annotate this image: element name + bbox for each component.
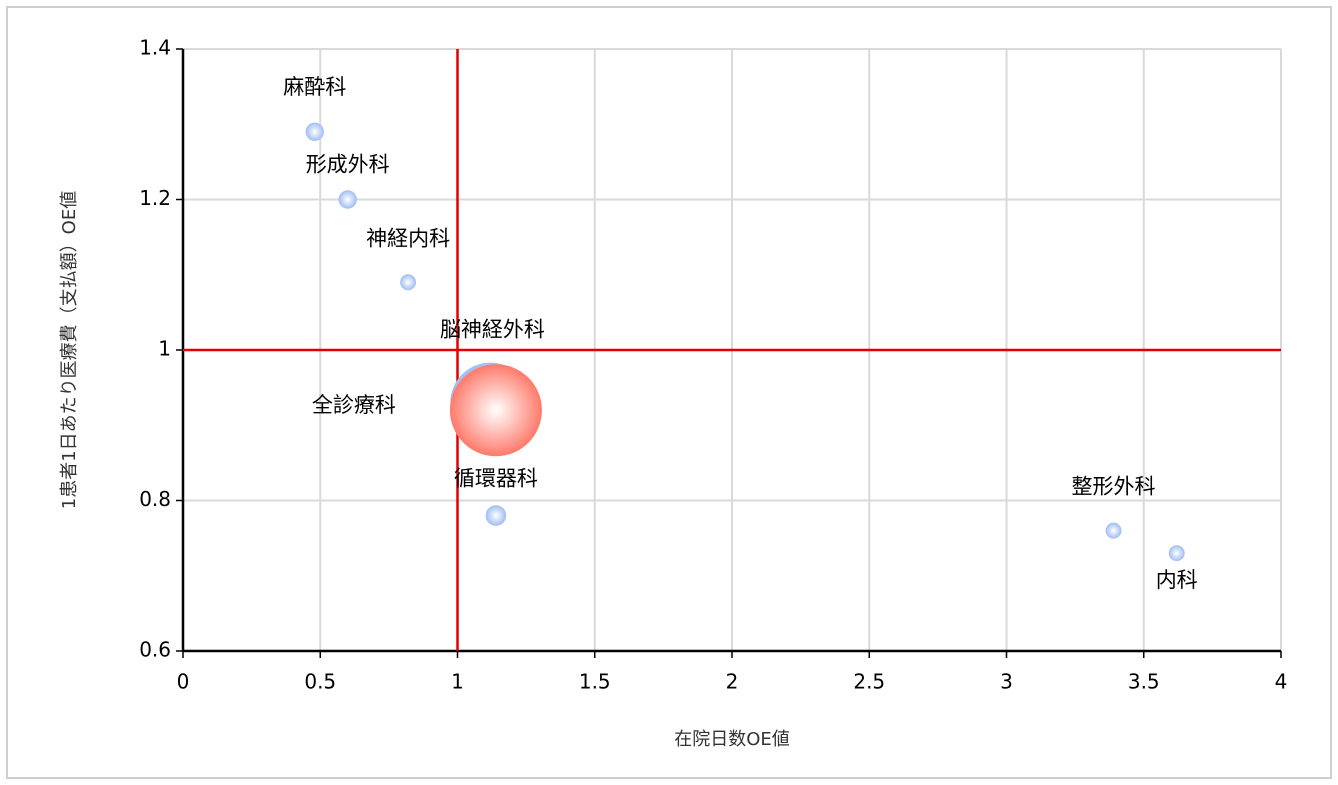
bubble bbox=[338, 190, 357, 209]
y-tick-label: 1.2 bbox=[139, 186, 171, 210]
bubble bbox=[305, 122, 324, 141]
x-tick-label: 1 bbox=[451, 670, 464, 694]
point-label: 神経内科 bbox=[366, 226, 450, 250]
bubble bbox=[485, 505, 507, 526]
x-tick-label: 4 bbox=[1275, 670, 1288, 694]
y-tick-label: 0.8 bbox=[139, 487, 171, 511]
x-tick-label: 3.5 bbox=[1128, 670, 1160, 694]
bubble bbox=[400, 274, 417, 291]
y-tick-label: 1 bbox=[158, 337, 171, 361]
point-label: 麻酔科 bbox=[283, 75, 346, 99]
x-tick-label: 2.5 bbox=[853, 670, 885, 694]
x-tick-label: 1.5 bbox=[579, 670, 611, 694]
point-label: 形成外科 bbox=[306, 153, 390, 177]
x-tick-label: 2 bbox=[726, 670, 739, 694]
point-label: 循環器科 bbox=[454, 467, 538, 491]
x-axis-title: 在院日数OE値 bbox=[674, 729, 790, 750]
point-label: 内科 bbox=[1156, 568, 1198, 592]
y-tick-label: 0.6 bbox=[139, 638, 171, 662]
y-tick-label: 1.4 bbox=[139, 36, 171, 60]
x-tick-label: 0.5 bbox=[304, 670, 336, 694]
y-axis-title: 1患者1日あたり医療費（支払額）OE値 bbox=[59, 191, 80, 509]
frame bbox=[6, 6, 1332, 779]
point-label: 整形外科 bbox=[1072, 475, 1156, 499]
bubble bbox=[449, 364, 542, 457]
x-tick-label: 0 bbox=[177, 670, 190, 694]
bubble bbox=[1105, 522, 1122, 539]
x-tick-label: 3 bbox=[1000, 670, 1013, 694]
bubble bbox=[1168, 545, 1185, 562]
point-label: 全診療科 bbox=[312, 393, 396, 417]
point-label: 脳神経外科 bbox=[440, 318, 545, 342]
